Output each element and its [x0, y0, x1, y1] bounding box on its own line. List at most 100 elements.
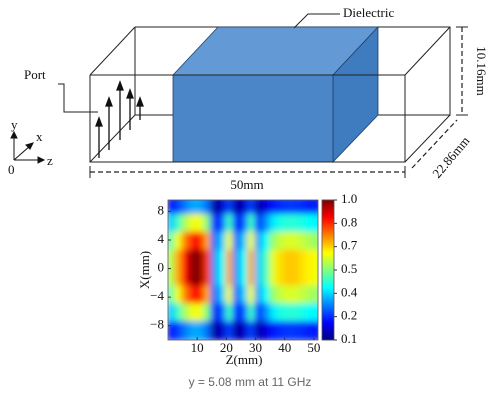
axis-z-label: z [47, 153, 53, 168]
colorbar-segment [322, 301, 334, 305]
colorbar-segment [322, 297, 334, 301]
colorbar-segment [322, 219, 334, 223]
heatmap-cell [291, 249, 301, 270]
port-leader [58, 83, 98, 113]
heatmap-cell [291, 285, 301, 306]
axis-y-label: y [11, 117, 18, 132]
heatmap-cell [232, 285, 242, 306]
length-label: 50mm [230, 177, 263, 192]
heatmap-cell [261, 267, 272, 288]
heatmap-cell [239, 214, 250, 234]
heatmap-cell [261, 231, 272, 252]
heatmap-cell [239, 249, 250, 270]
heatmap-cell [254, 231, 264, 252]
heatmap-cell [196, 267, 206, 288]
colorbar-segment [322, 235, 334, 239]
heatmap-cell [305, 214, 315, 234]
heatmap-cell [168, 249, 177, 270]
heatmap-cell [210, 267, 221, 288]
y-tick-label: 8 [158, 202, 165, 217]
width-label: 22.86mm [429, 133, 472, 181]
colorbar-segment [322, 229, 334, 233]
heatmap-cell [269, 267, 279, 288]
colorbar-segment [322, 233, 334, 237]
colorbar-segment [322, 323, 334, 327]
heatmap-cell [254, 321, 264, 340]
heatmap-cell [168, 303, 177, 324]
heatmap-cell [261, 214, 272, 234]
dielectric-leader [293, 13, 340, 29]
plot-frame [167, 199, 319, 341]
heatmap-cell [239, 267, 250, 288]
colorbar-segment [322, 217, 334, 221]
colorbar-segment [322, 321, 334, 325]
heatmap-cell [269, 321, 279, 340]
colorbar-segment [322, 247, 334, 251]
colorbar-segment [322, 261, 334, 265]
colorbar-segment [322, 227, 334, 231]
colorbar-segment [322, 269, 334, 273]
colorbar-segment [322, 239, 334, 243]
heatmap-cell [225, 249, 235, 270]
heatmap-cell [298, 285, 308, 306]
heatmap-cell [254, 303, 264, 324]
colorbar-segment [322, 307, 334, 311]
colorbar-segment [322, 243, 334, 247]
heatmap-cell [269, 285, 279, 306]
heatmap-cell [210, 231, 221, 252]
heatmap-cell [239, 303, 250, 324]
heatmap-cell [232, 303, 242, 324]
colorbar-segment [322, 245, 334, 249]
colorbar-segment [322, 201, 334, 205]
heatmap-cell [203, 303, 213, 324]
colorbar-segment [322, 329, 334, 333]
y-tick-label: −8 [150, 317, 164, 332]
colorbar-segment [322, 317, 334, 321]
colorbar-segment [322, 285, 334, 289]
heatmap-cell [261, 321, 272, 340]
heatmap-cell [283, 214, 294, 234]
colorbar-tick-label: 0.2 [341, 308, 357, 323]
colorbar-segment [322, 275, 334, 279]
colorbar-segment [322, 221, 334, 225]
heatmap-cell [196, 321, 206, 340]
heatmap-cells [168, 200, 318, 340]
heatmap-cell [312, 285, 318, 306]
colorbar-segment [322, 335, 334, 339]
heatmap-cell [312, 214, 318, 234]
heatmap-cell [291, 214, 301, 234]
heatmap-cell [218, 200, 228, 216]
x-axis-label: Z(mm) [226, 352, 263, 367]
heatmap-cell [203, 321, 213, 340]
heatmap-cell [298, 303, 308, 324]
heatmap-cell [181, 285, 191, 306]
heatmap-cell [188, 214, 199, 234]
x-tick-label: 50 [307, 340, 320, 355]
colorbar-segment [322, 259, 334, 263]
colorbar-segment [322, 287, 334, 291]
heatmap-cell [174, 214, 184, 234]
heatmap-cell [188, 231, 199, 252]
heatmap-cell [225, 231, 235, 252]
heatmap-cell [218, 231, 228, 252]
colorbar-segment [322, 211, 334, 215]
heatmap-cell [291, 200, 301, 216]
heatmap-area [168, 200, 318, 340]
heatmap-cell [276, 231, 286, 252]
waveguide-front [89, 74, 406, 163]
heatmap-cell [196, 303, 206, 324]
colorbar-segment [322, 279, 334, 283]
colorbar-segment [322, 255, 334, 259]
heatmap-cell [269, 214, 279, 234]
heatmap-cell [276, 214, 286, 234]
y-axis-label: X(mm) [137, 251, 152, 289]
heatmap-cell [196, 231, 206, 252]
colorbar-segment [322, 337, 334, 341]
heatmap-cell [203, 285, 213, 306]
heatmap-cell [218, 303, 228, 324]
heatmap-cell [276, 321, 286, 340]
heatmap-cell [181, 303, 191, 324]
heatmap-cell [218, 321, 228, 340]
heatmap-cell [188, 267, 199, 288]
